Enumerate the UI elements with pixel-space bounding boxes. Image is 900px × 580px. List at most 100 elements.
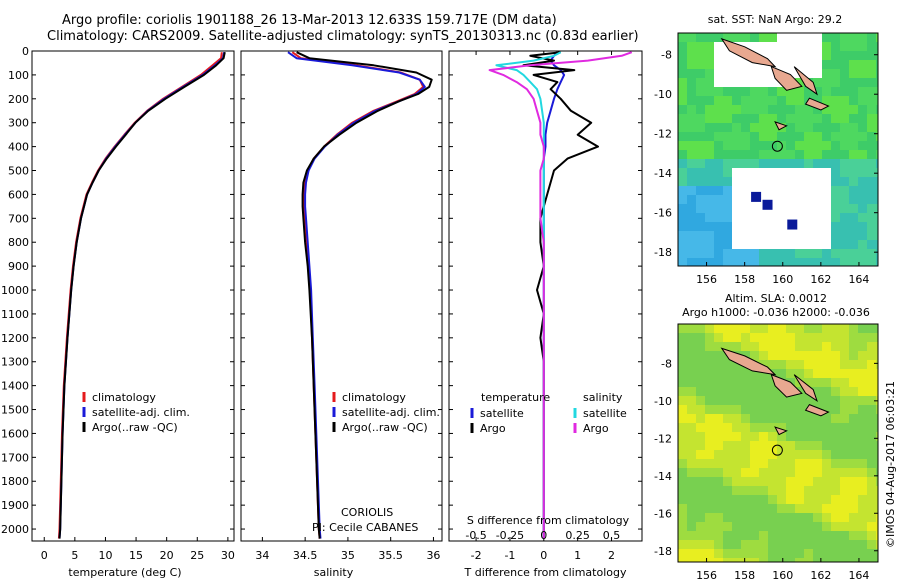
x-tick-label-differences: 1 bbox=[574, 549, 581, 562]
x-tick-label-differences: -1 bbox=[504, 549, 515, 562]
series-differences-temperature-satellite bbox=[542, 51, 566, 539]
title-line-2: Climatology: CARS2009. Satellite-adjuste… bbox=[47, 29, 639, 44]
legend-label-differences: Argo bbox=[583, 422, 609, 435]
legend-label-differences: Argo bbox=[480, 422, 506, 435]
x-axis-label-temperature: temperature (deg C) bbox=[68, 566, 181, 579]
legend-label-differences: satellite bbox=[480, 407, 524, 420]
argo-position-marker bbox=[771, 444, 783, 456]
depth-tick-label: 600 bbox=[8, 188, 29, 201]
legend-label-temperature: satellite-adj. clim. bbox=[92, 406, 190, 419]
map-x-tick-label: 160 bbox=[772, 273, 793, 286]
island-shape bbox=[774, 426, 788, 436]
series-differences-temperature-argo bbox=[522, 51, 599, 539]
argo-position-marker bbox=[771, 140, 783, 152]
map-x-tick-label: 156 bbox=[696, 273, 717, 286]
sla-map-field bbox=[678, 324, 878, 562]
series-temperature-satellite-adj-clim- bbox=[58, 52, 226, 539]
series-temperature-argo-raw-qc- bbox=[58, 52, 226, 539]
map-x-tick-label: 156 bbox=[696, 569, 717, 580]
legend-title-temperature: temperature bbox=[481, 391, 550, 404]
depth-tick-label: 800 bbox=[8, 236, 29, 249]
series-differences-salinity-satellite bbox=[495, 51, 562, 539]
legend-title-salinity: salinity bbox=[583, 391, 623, 404]
map-x-tick-label: 158 bbox=[734, 273, 755, 286]
top-x-tick-label: 0.5 bbox=[603, 529, 621, 542]
x-tick-label-differences: 0 bbox=[540, 549, 547, 562]
legend-label-salinity: Argo(..raw -QC) bbox=[342, 421, 428, 434]
x-tick-label-salinity: 35 bbox=[341, 549, 355, 562]
series-temperature-climatology bbox=[57, 52, 223, 539]
depth-tick-label: 400 bbox=[8, 141, 29, 154]
island-shape bbox=[774, 121, 788, 131]
top-x-tick-label: -0.25 bbox=[496, 529, 524, 542]
x-axis-label-differences: T difference from climatology bbox=[464, 566, 627, 579]
map-y-tick-label: -16 bbox=[654, 507, 672, 520]
plot-frame-temperature bbox=[31, 50, 235, 542]
island-shape bbox=[804, 403, 830, 417]
map-y-tick-label: -18 bbox=[654, 545, 672, 558]
sst-map-frame bbox=[677, 32, 879, 267]
legend-label-temperature: Argo(..raw -QC) bbox=[92, 421, 178, 434]
x-tick-label-temperature: 25 bbox=[190, 549, 204, 562]
sst-map-title: sat. SST: NaN Argo: 29.2 bbox=[708, 13, 842, 26]
sst-map-field bbox=[678, 33, 878, 266]
island-shape bbox=[720, 347, 777, 376]
top-x-tick-label: -0.5 bbox=[465, 529, 486, 542]
x-tick-label-salinity: 34.5 bbox=[293, 549, 318, 562]
series-differences-salinity-argo bbox=[488, 51, 633, 539]
title-line-1: Argo profile: coriolis 1901188_26 13-Mar… bbox=[62, 13, 557, 28]
map-x-tick-label: 164 bbox=[848, 273, 869, 286]
map-y-tick-label: -10 bbox=[654, 395, 672, 408]
x-tick-label-temperature: 15 bbox=[129, 549, 143, 562]
depth-tick-label: 1800 bbox=[1, 475, 29, 488]
map-x-tick-label: 160 bbox=[772, 569, 793, 580]
x-tick-label-temperature: 20 bbox=[160, 549, 174, 562]
top-x-tick-label: 0 bbox=[540, 529, 547, 542]
x-tick-label-temperature: 0 bbox=[41, 549, 48, 562]
island-shape bbox=[720, 37, 777, 68]
depth-tick-label: 1400 bbox=[1, 380, 29, 393]
x-tick-label-temperature: 30 bbox=[221, 549, 235, 562]
map-y-tick-label: -8 bbox=[661, 49, 672, 62]
top-x-axis-label: S difference from climatology bbox=[467, 514, 630, 527]
depth-tick-label: 200 bbox=[8, 93, 29, 106]
x-axis-label-salinity: salinity bbox=[314, 566, 354, 579]
legend-label-salinity: satellite-adj. clim. bbox=[342, 406, 440, 419]
depth-tick-label: 2000 bbox=[1, 523, 29, 536]
depth-tick-label: 700 bbox=[8, 212, 29, 225]
map-x-tick-label: 158 bbox=[734, 569, 755, 580]
pi-name: PI: Cecile CABANES bbox=[312, 521, 418, 534]
depth-tick-label: 1000 bbox=[1, 284, 29, 297]
plot-frame-differences bbox=[448, 50, 643, 542]
map-y-tick-label: -8 bbox=[661, 357, 672, 370]
island-shape bbox=[804, 97, 830, 111]
x-tick-label-temperature: 10 bbox=[98, 549, 112, 562]
series-salinity-argo-raw-qc- bbox=[296, 51, 433, 539]
depth-tick-label: 1500 bbox=[1, 404, 29, 417]
sla-map-title-2: Argo h1000: -0.036 h2000: -0.036 bbox=[682, 306, 870, 319]
map-y-tick-label: -12 bbox=[654, 128, 672, 141]
x-tick-label-salinity: 35.5 bbox=[378, 549, 403, 562]
depth-tick-label: 500 bbox=[8, 165, 29, 178]
map-x-tick-label: 162 bbox=[810, 569, 831, 580]
depth-tick-label: 900 bbox=[8, 260, 29, 273]
map-y-tick-label: -14 bbox=[654, 167, 672, 180]
sla-map-frame bbox=[677, 323, 879, 563]
map-y-tick-label: -16 bbox=[654, 207, 672, 220]
depth-tick-label: 1600 bbox=[1, 427, 29, 440]
depth-tick-label: 300 bbox=[8, 117, 29, 130]
map-x-tick-label: 164 bbox=[848, 569, 869, 580]
depth-tick-label: 1700 bbox=[1, 451, 29, 464]
sla-map-title-1: Altim. SLA: 0.0012 bbox=[725, 292, 827, 305]
map-y-tick-label: -14 bbox=[654, 470, 672, 483]
x-tick-label-salinity: 36 bbox=[426, 549, 440, 562]
map-y-tick-label: -18 bbox=[654, 246, 672, 259]
island-shape bbox=[770, 65, 803, 91]
plot-frame-salinity bbox=[240, 50, 443, 542]
depth-tick-label: 1300 bbox=[1, 356, 29, 369]
series-salinity-satellite-adj-clim- bbox=[287, 51, 426, 539]
island-shape bbox=[793, 66, 818, 96]
depth-tick-label: 0 bbox=[22, 45, 29, 58]
map-y-tick-label: -12 bbox=[654, 432, 672, 445]
